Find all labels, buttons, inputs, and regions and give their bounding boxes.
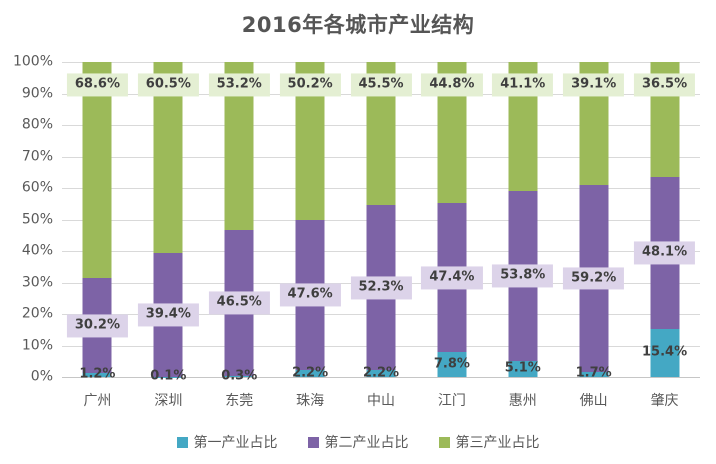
legend-label: 第二产业占比 (324, 435, 409, 451)
bar-segment-第一产业占比 (579, 371, 609, 377)
bar-segment-第一产业占比 (650, 328, 680, 377)
y-axis-tick-label: 20% (21, 305, 53, 322)
legend: 第一产业占比 第二产业占比 第三产业占比 (0, 432, 716, 452)
stacked-bar: 0.1% 39.4% 60.5% (137, 62, 199, 383)
y-axis-tick-label: 10% (21, 337, 53, 354)
y-axis-tick-label: 70% (21, 148, 53, 165)
y-axis-tick-label: 0% (30, 368, 53, 385)
bar-column: 15.4% 48.1% 36.5% 肇庆 (629, 62, 700, 409)
data-label-first-industry: 2.2% (362, 365, 400, 381)
plot-area: 0% 10% 20% 30% 40% 50% 60% 70% 80% 90% 100% 1.2% 30.… (13, 54, 700, 409)
data-label-third-industry: 50.2% (279, 73, 341, 97)
data-label-second-industry: 48.1% (634, 241, 696, 265)
bar-segment-第一产业占比 (82, 373, 112, 377)
bar-segment-第一产业占比 (437, 352, 467, 377)
y-axis-tick-label: 30% (21, 274, 53, 291)
legend-item: 第一产业占比 (176, 432, 278, 452)
bar-segment-第三产业占比 (82, 62, 112, 279)
stacked-bar: 2.2% 52.3% 45.5% (350, 62, 412, 380)
legend-item: 第二产业占比 (307, 432, 409, 452)
stacked-bar: 15.4% 48.1% 36.5% (634, 62, 696, 377)
x-axis-label: 江门 (437, 393, 466, 409)
data-label-first-industry: 1.7% (575, 365, 612, 381)
bar-column: 1.7% 59.2% 39.1% 佛山 (558, 62, 629, 409)
stacked-bar: 0.3% 46.5% 53.2% (208, 62, 270, 383)
bar-segment-第一产业占比 (508, 360, 538, 377)
data-label-third-industry: 44.8% (421, 73, 483, 97)
data-label-second-industry: 39.4% (137, 303, 199, 327)
x-axis-label: 广州 (83, 393, 112, 409)
bar-column: 1.2% 30.2% 68.6% 广州 (62, 62, 133, 409)
data-label-first-industry: 15.4% (642, 344, 688, 360)
x-axis-label: 珠海 (296, 393, 325, 409)
data-label-third-industry: 36.5% (634, 73, 696, 97)
bar-segment-第一产业占比 (295, 370, 325, 377)
bar-columns: 1.2% 30.2% 68.6% 广州 0.1% 39.4% 60.5% 深圳 0.3% 46.5… (62, 62, 700, 409)
y-axis-tick-label: 40% (21, 242, 53, 259)
data-label-second-industry: 59.2% (563, 266, 625, 290)
data-label-second-industry: 30.2% (66, 314, 128, 338)
data-label-first-industry: 7.8% (433, 356, 470, 372)
chart-title: 2016年各城市产业结构 (241, 13, 475, 37)
y-axis-tick-label: 90% (21, 85, 53, 102)
bar-segment-第一产业占比 (224, 376, 254, 377)
legend-label: 第一产业占比 (193, 435, 278, 451)
x-axis-label: 东莞 (225, 393, 254, 409)
data-label-first-industry: 1.2% (79, 366, 116, 382)
data-label-second-industry: 53.8% (492, 264, 554, 288)
stacked-bar: 1.7% 59.2% 39.1% (563, 62, 625, 381)
y-axis-tick-label: 60% (21, 179, 53, 196)
y-axis-tick-label: 100% (12, 53, 53, 70)
data-label-first-industry: 5.1% (504, 360, 541, 376)
data-label-first-industry: 0.3% (221, 368, 258, 384)
x-axis-label: 佛山 (579, 393, 608, 409)
data-label-second-industry: 46.5% (208, 291, 270, 315)
data-label-third-industry: 53.2% (208, 73, 270, 97)
legend-item: 第三产业占比 (438, 432, 540, 452)
legend-swatch (438, 436, 450, 448)
bar-column: 7.8% 47.4% 44.8% 江门 (416, 62, 487, 409)
data-label-second-industry: 52.3% (350, 276, 412, 300)
legend-label: 第三产业占比 (455, 435, 540, 451)
bar-column: 0.3% 46.5% 53.2% 东莞 (204, 62, 275, 409)
legend-swatch (176, 436, 188, 448)
bar-column: 2.2% 52.3% 45.5% 中山 (346, 62, 417, 409)
data-label-third-industry: 39.1% (563, 73, 625, 97)
x-axis-label: 肇庆 (650, 393, 679, 409)
bar-segment-第一产业占比 (366, 370, 396, 377)
bar-column: 2.2% 47.6% 50.2% 珠海 (275, 62, 346, 409)
x-axis-label: 惠州 (508, 393, 537, 409)
stacked-bar: 2.2% 47.6% 50.2% (279, 62, 341, 380)
data-label-first-industry: 0.1% (150, 368, 187, 384)
data-label-second-industry: 47.4% (421, 266, 483, 290)
stacked-bar: 7.8% 47.4% 44.8% (421, 62, 483, 377)
x-axis-label: 深圳 (154, 393, 183, 409)
stacked-bar: 1.2% 30.2% 68.6% (66, 62, 128, 382)
data-label-third-industry: 68.6% (66, 73, 128, 97)
data-label-third-industry: 45.5% (350, 73, 412, 97)
legend-swatch (307, 436, 319, 448)
bar-column: 0.1% 39.4% 60.5% 深圳 (133, 62, 204, 409)
bar-column: 5.1% 53.8% 41.1% 惠州 (487, 62, 558, 409)
data-label-second-industry: 47.6% (279, 283, 341, 307)
data-label-third-industry: 41.1% (492, 73, 554, 97)
data-label-third-industry: 60.5% (137, 73, 199, 97)
y-axis-tick-label: 80% (21, 116, 53, 133)
y-axis-tick-label: 50% (21, 211, 53, 228)
x-axis-label: 中山 (367, 393, 395, 409)
stacked-bar: 5.1% 53.8% 41.1% (492, 62, 554, 377)
data-label-first-industry: 2.2% (292, 365, 329, 381)
